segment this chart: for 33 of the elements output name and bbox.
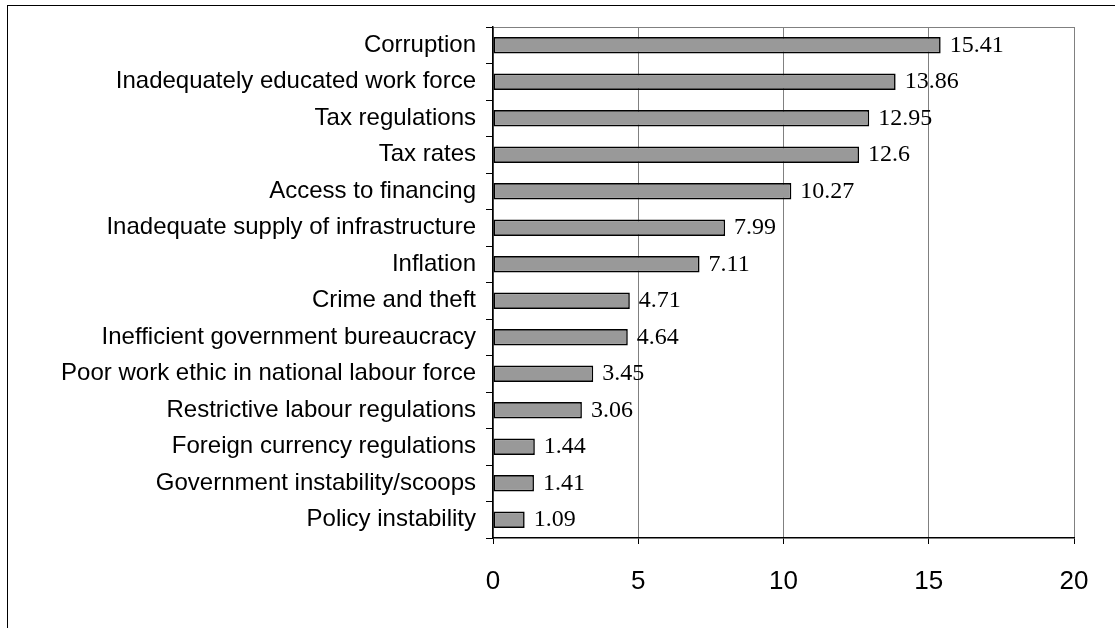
y-tick-label: Inadequately educated work force <box>115 66 476 94</box>
y-tick-label: Corruption <box>363 29 476 57</box>
data-label: 1.09 <box>533 505 576 532</box>
data-label: 12.6 <box>868 140 911 167</box>
data-label: 7.99 <box>734 213 777 240</box>
data-label: 4.64 <box>636 322 679 349</box>
y-tick-label: Access to financing <box>269 175 476 203</box>
y-tick-label: Inefficient government bureaucracy <box>101 321 476 349</box>
y-tick-label: Tax rates <box>378 139 476 167</box>
y-tick-label: Crime and theft <box>311 285 477 313</box>
data-label: 7.11 <box>708 249 750 276</box>
data-label: 1.44 <box>543 432 586 459</box>
x-tick-label: 5 <box>631 564 646 595</box>
y-tick-label: Policy instability <box>306 504 476 532</box>
data-label: 3.06 <box>590 395 633 422</box>
data-label: 13.86 <box>904 67 959 94</box>
data-label: 15.41 <box>949 30 1004 57</box>
data-label: 1.41 <box>542 468 585 495</box>
data-label: 12.95 <box>878 103 933 130</box>
y-tick-label: Restrictive labour regulations <box>166 394 476 422</box>
y-tick-label: Inadequate supply of infrastructure <box>106 212 476 240</box>
y-tick-label: Tax regulations <box>314 102 476 130</box>
x-tick-label: 15 <box>914 564 944 595</box>
data-label: 4.71 <box>638 286 681 313</box>
x-tick-label: 20 <box>1059 564 1089 595</box>
y-tick-label: Inflation <box>391 248 476 276</box>
data-label: 3.45 <box>602 359 645 386</box>
x-tick-label: 10 <box>769 564 798 595</box>
x-tick-label: 0 <box>485 564 501 595</box>
y-tick-label: Poor work ethic in national labour force <box>61 358 476 386</box>
y-tick-label: Government instability/scoops <box>155 467 476 495</box>
y-tick-label: Foreign currency regulations <box>171 431 476 459</box>
data-label: 10.27 <box>800 176 855 203</box>
